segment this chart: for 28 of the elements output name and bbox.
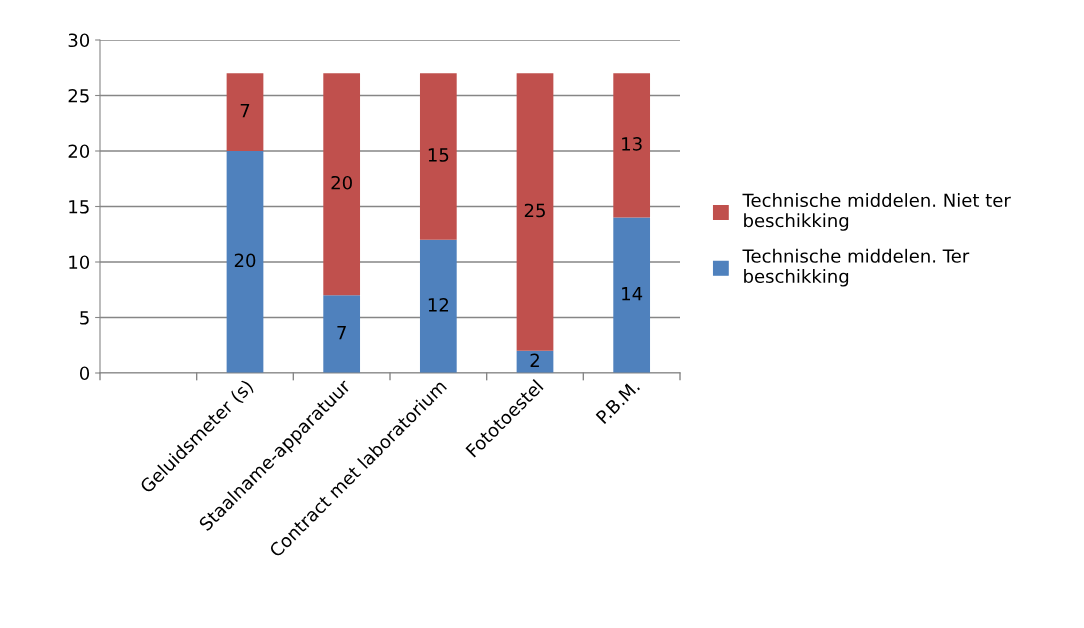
y-tick-label: 15: [69, 200, 89, 214]
bar: [516, 73, 554, 351]
bar: [323, 295, 361, 373]
y-tick-label: 25: [68, 88, 89, 103]
bar: [226, 151, 264, 373]
bar: [226, 73, 264, 151]
data-label: 7: [240, 103, 250, 118]
data-label: 2: [530, 353, 539, 367]
bar: [419, 73, 457, 240]
data-label: 12: [428, 297, 449, 312]
bar: [419, 239, 457, 373]
y-tick-label: 30: [68, 33, 90, 48]
y-tick-label: 5: [80, 311, 89, 325]
bar: [323, 73, 361, 296]
bar: [613, 217, 651, 373]
bar: [613, 73, 651, 218]
data-label: 20: [234, 253, 256, 268]
y-tick-label: 20: [68, 144, 90, 159]
data-label: 15: [428, 148, 449, 162]
y-tick-label: 10: [69, 255, 90, 270]
data-label: 7: [337, 325, 346, 340]
y-tick-label: 0: [79, 366, 90, 381]
data-label: 20: [331, 175, 352, 190]
legend-label: Technische middelen. Niet ter beschikking: [742, 193, 1011, 231]
legend-label: Technische middelen. Ter beschikking: [742, 248, 970, 287]
data-label: 14: [622, 287, 643, 301]
data-label: 13: [622, 137, 642, 151]
data-label: 25: [524, 203, 545, 218]
